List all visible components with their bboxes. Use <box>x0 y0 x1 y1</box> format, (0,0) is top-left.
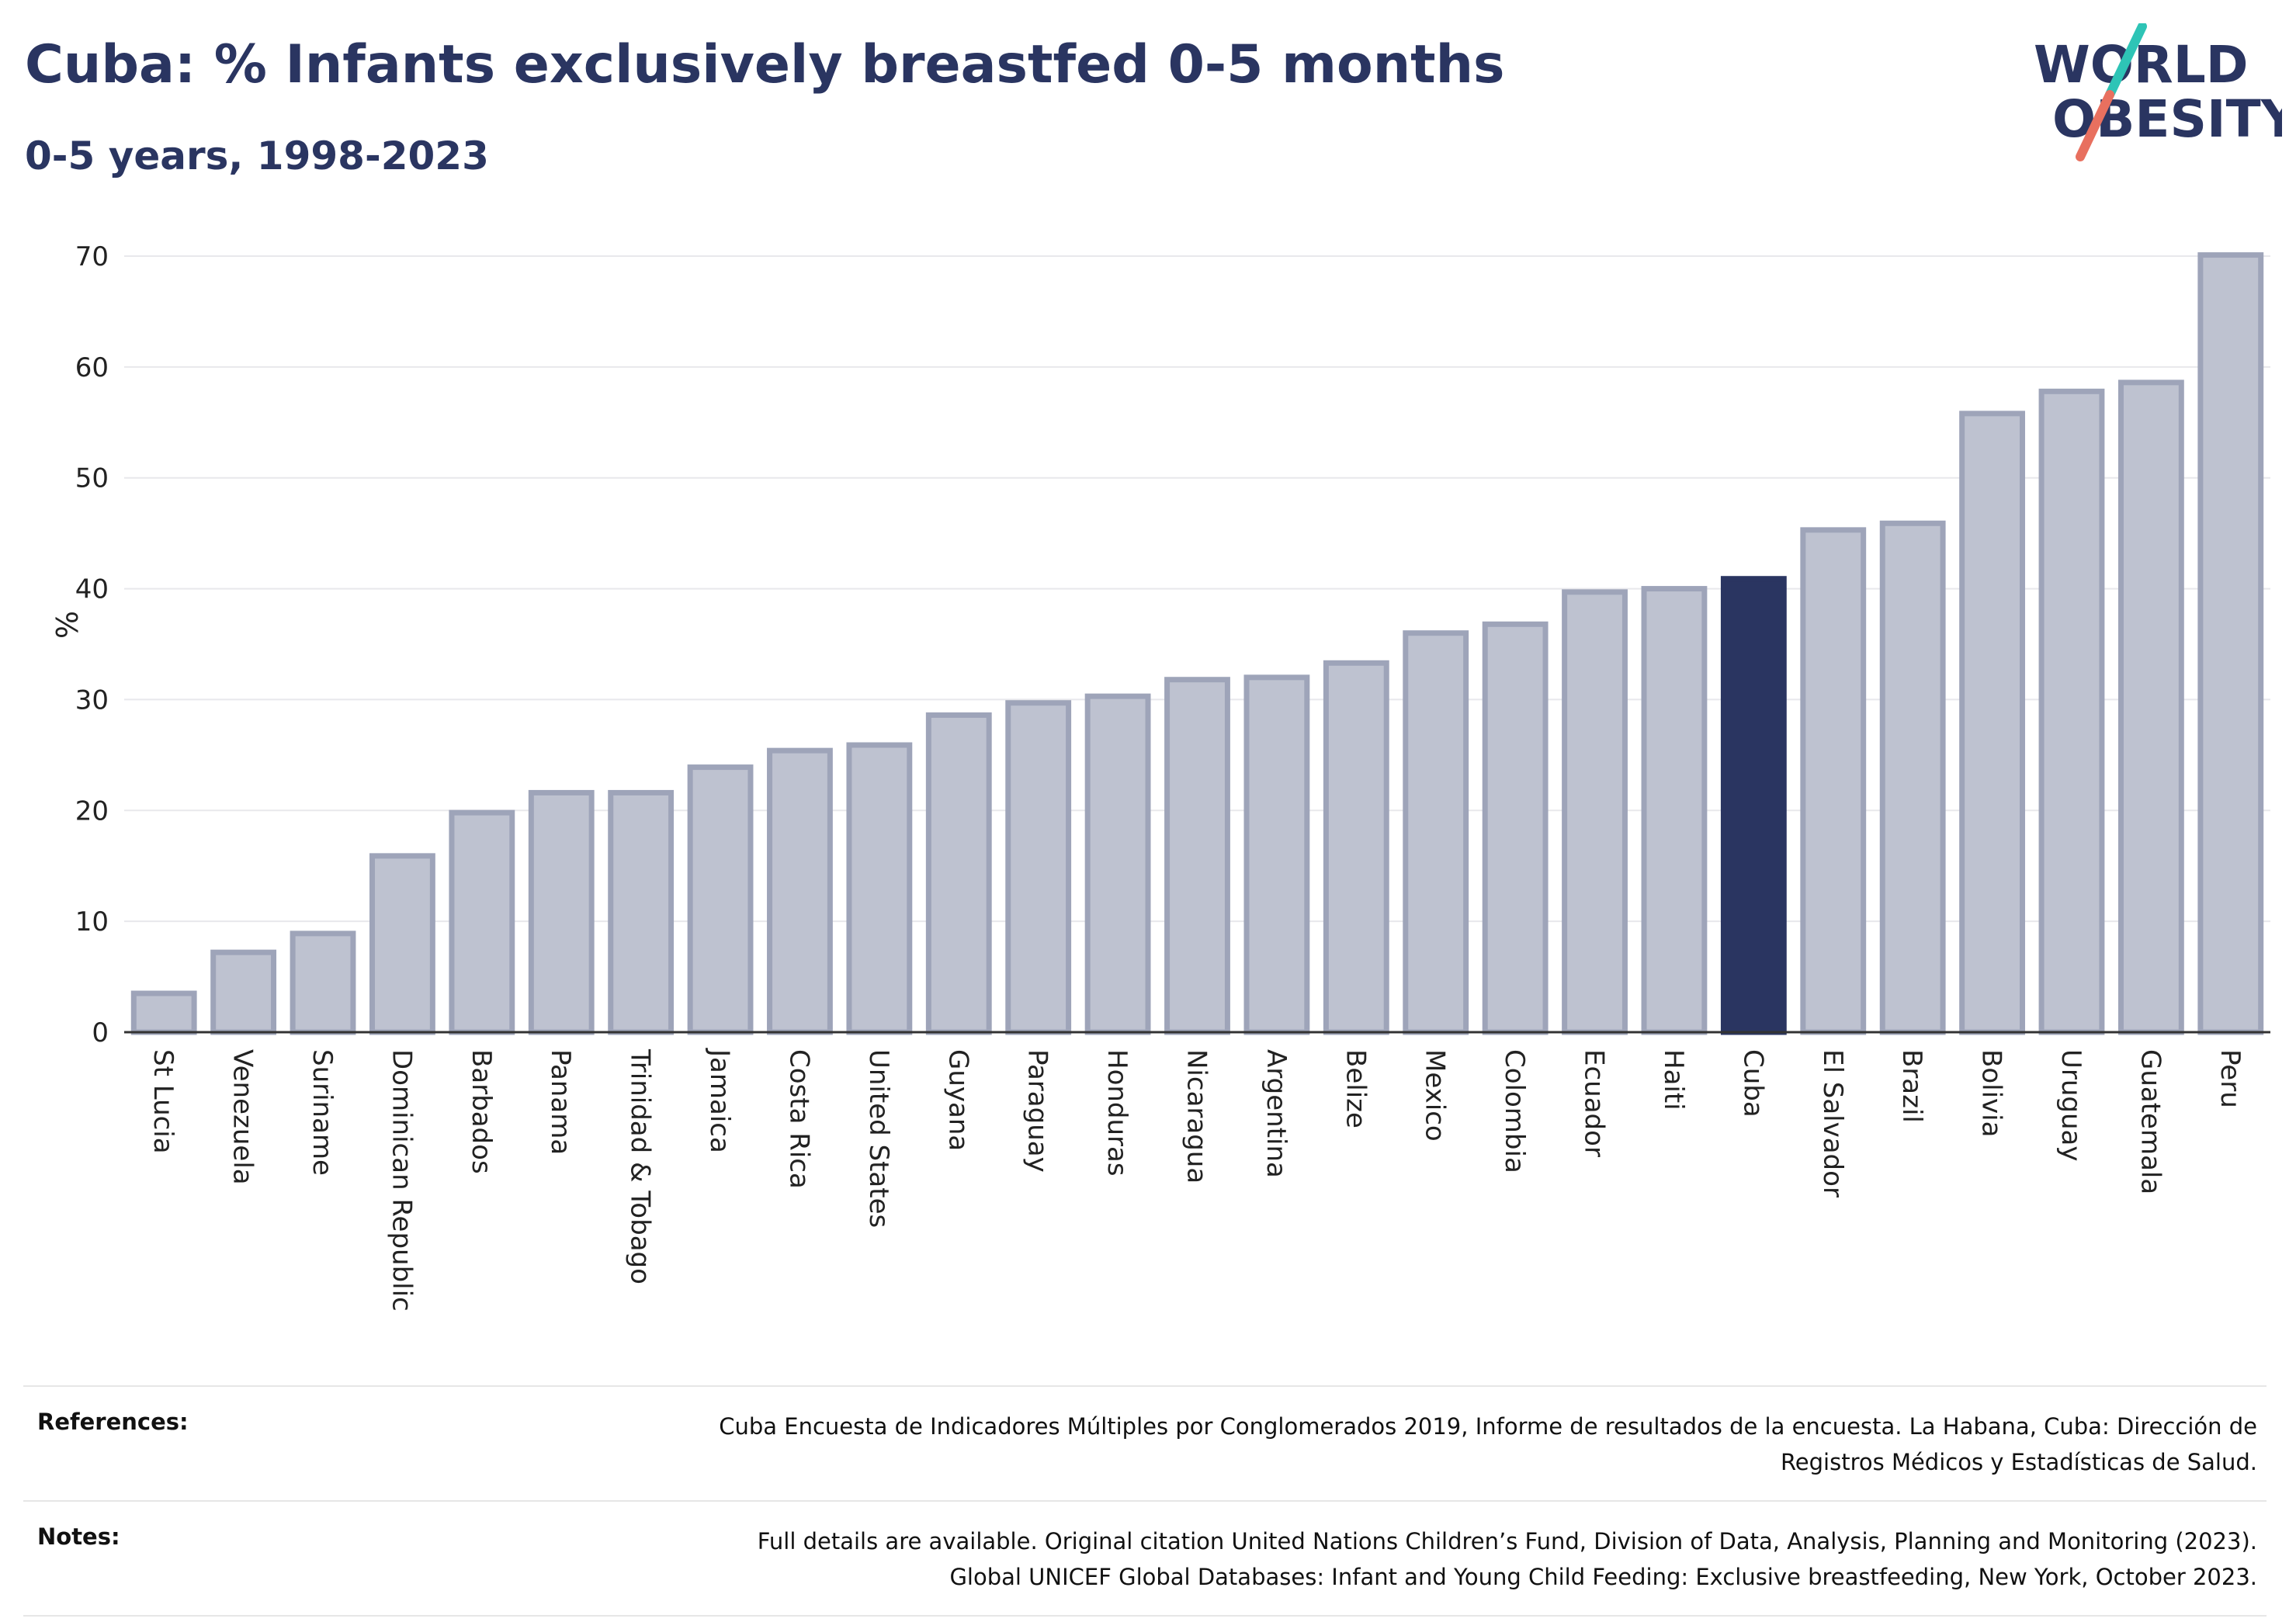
x-category-label: Belize <box>1340 1049 1371 1128</box>
bar-argentina <box>1243 674 1310 1035</box>
x-category-label: Barbados <box>466 1049 497 1174</box>
x-category-label: Costa Rica <box>783 1049 814 1189</box>
x-category-label: Haiti <box>1658 1049 1689 1111</box>
bar-honduras <box>1084 693 1151 1035</box>
bar-venezuela <box>210 949 277 1035</box>
x-category-label: Panama <box>545 1049 576 1155</box>
category-labels: St Lucia Venezuela Suriname Dominican Repub… <box>147 1048 2246 1312</box>
references-line-1: Cuba Encuesta de Indicadores Múltiples p… <box>719 1413 2257 1440</box>
x-category-label: Jamaica <box>704 1048 735 1153</box>
x-category-label: Colombia <box>1499 1049 1530 1173</box>
world-obesity-logo: WORLD OBESITY <box>2034 23 2282 161</box>
bar-haiti <box>1641 586 1708 1035</box>
bar-panama <box>528 789 595 1035</box>
x-category-label: El Salvador <box>1817 1049 1848 1197</box>
y-tick-label: 50 <box>75 463 109 494</box>
bar-peru <box>2197 252 2264 1035</box>
x-category-label: Guyana <box>942 1049 973 1151</box>
bar-barbados <box>449 809 515 1035</box>
notes-line-1: Full details are available. Original cit… <box>757 1528 2257 1554</box>
logo-slash-bottom <box>2076 90 2114 161</box>
references-table: References: Cuba Encuesta de Indicadores… <box>23 1385 2267 1617</box>
y-tick-label: 60 <box>75 352 109 383</box>
x-category-label: Suriname <box>307 1049 338 1176</box>
bar-belize <box>1323 660 1389 1035</box>
y-tick-label: 0 <box>92 1017 109 1048</box>
y-tick-label: 30 <box>75 684 109 716</box>
references-label: References: <box>37 1409 189 1435</box>
y-tick-label: 20 <box>75 795 109 827</box>
y-tick-label: 40 <box>75 574 109 605</box>
x-category-label: Mexico <box>1420 1049 1451 1142</box>
notes-text: Full details are available. Original cit… <box>317 1523 2257 1595</box>
bar-mexico <box>1403 630 1469 1035</box>
chart-subtitle: 0-5 years, 1998-2023 <box>25 133 489 178</box>
x-category-label: Honduras <box>1101 1049 1132 1177</box>
bar-ecuador <box>1562 589 1628 1035</box>
x-category-label: United States <box>863 1049 894 1228</box>
logo-text-world: WORLD <box>2034 35 2249 95</box>
notes-label: Notes: <box>37 1523 120 1550</box>
notes-row: Notes: Full details are available. Origi… <box>23 1500 2267 1617</box>
x-category-label: Ecuador <box>1579 1049 1610 1157</box>
x-category-label: Argentina <box>1261 1049 1292 1178</box>
references-row: References: Cuba Encuesta de Indicadores… <box>23 1385 2267 1500</box>
bar-costa-rica <box>767 747 833 1035</box>
x-category-label: Uruguay <box>2055 1049 2086 1162</box>
x-category-label: Dominican Republic <box>386 1049 417 1312</box>
y-tick-label: 10 <box>75 906 109 938</box>
x-category-label: St Lucia <box>147 1049 179 1154</box>
bar-brazil <box>1879 520 1946 1035</box>
chart-title: Cuba: % Infants exclusively breastfed 0-… <box>25 34 1505 95</box>
bar-jamaica <box>687 764 754 1035</box>
x-category-label: Peru <box>2214 1049 2246 1108</box>
bar-highlight-cuba <box>1720 576 1787 1035</box>
x-category-label: Venezuela <box>227 1049 258 1185</box>
bars <box>130 252 2264 1035</box>
x-category-label: Trinidad & Tobago <box>625 1048 656 1284</box>
x-category-label: Paraguay <box>1022 1049 1053 1173</box>
references-line-2: Registros Médicos y Estadísticas de Salu… <box>1780 1449 2257 1475</box>
bar-trinidad-tobago <box>608 789 675 1035</box>
references-text: Cuba Encuesta de Indicadores Múltiples p… <box>317 1409 2257 1480</box>
bar-uruguay <box>2038 388 2105 1035</box>
logo-slash-top <box>2105 23 2147 99</box>
y-axis-label: % <box>49 611 83 639</box>
bar-guatemala <box>2117 380 2184 1035</box>
bar-guyana <box>925 712 992 1035</box>
axes: 0 10 20 30 40 50 60 70 <box>75 241 2270 1048</box>
bar-dominican-republic <box>369 853 435 1035</box>
x-category-label: Brazil <box>1896 1049 1927 1123</box>
bar-colombia <box>1482 621 1549 1035</box>
x-category-label: Cuba <box>1737 1049 1768 1118</box>
x-category-label: Nicaragua <box>1181 1049 1212 1184</box>
bar-paraguay <box>1005 700 1072 1035</box>
notes-line-2: Global UNICEF Global Databases: Infant a… <box>949 1564 2257 1590</box>
bar-nicaragua <box>1164 677 1230 1035</box>
bar-suriname <box>290 931 356 1035</box>
bar-el-salvador <box>1800 527 1867 1035</box>
bar-bolivia <box>1959 411 2025 1035</box>
x-category-label: Guatemala <box>2135 1049 2166 1194</box>
x-category-label: Bolivia <box>1976 1049 2007 1137</box>
bar-united-states <box>846 742 913 1035</box>
y-tick-label: 70 <box>75 241 109 272</box>
bar-st-lucia <box>130 990 197 1035</box>
bar-chart: 0 10 20 30 40 50 60 70 St Lucia Venezuela Surinam… <box>49 241 2270 1312</box>
